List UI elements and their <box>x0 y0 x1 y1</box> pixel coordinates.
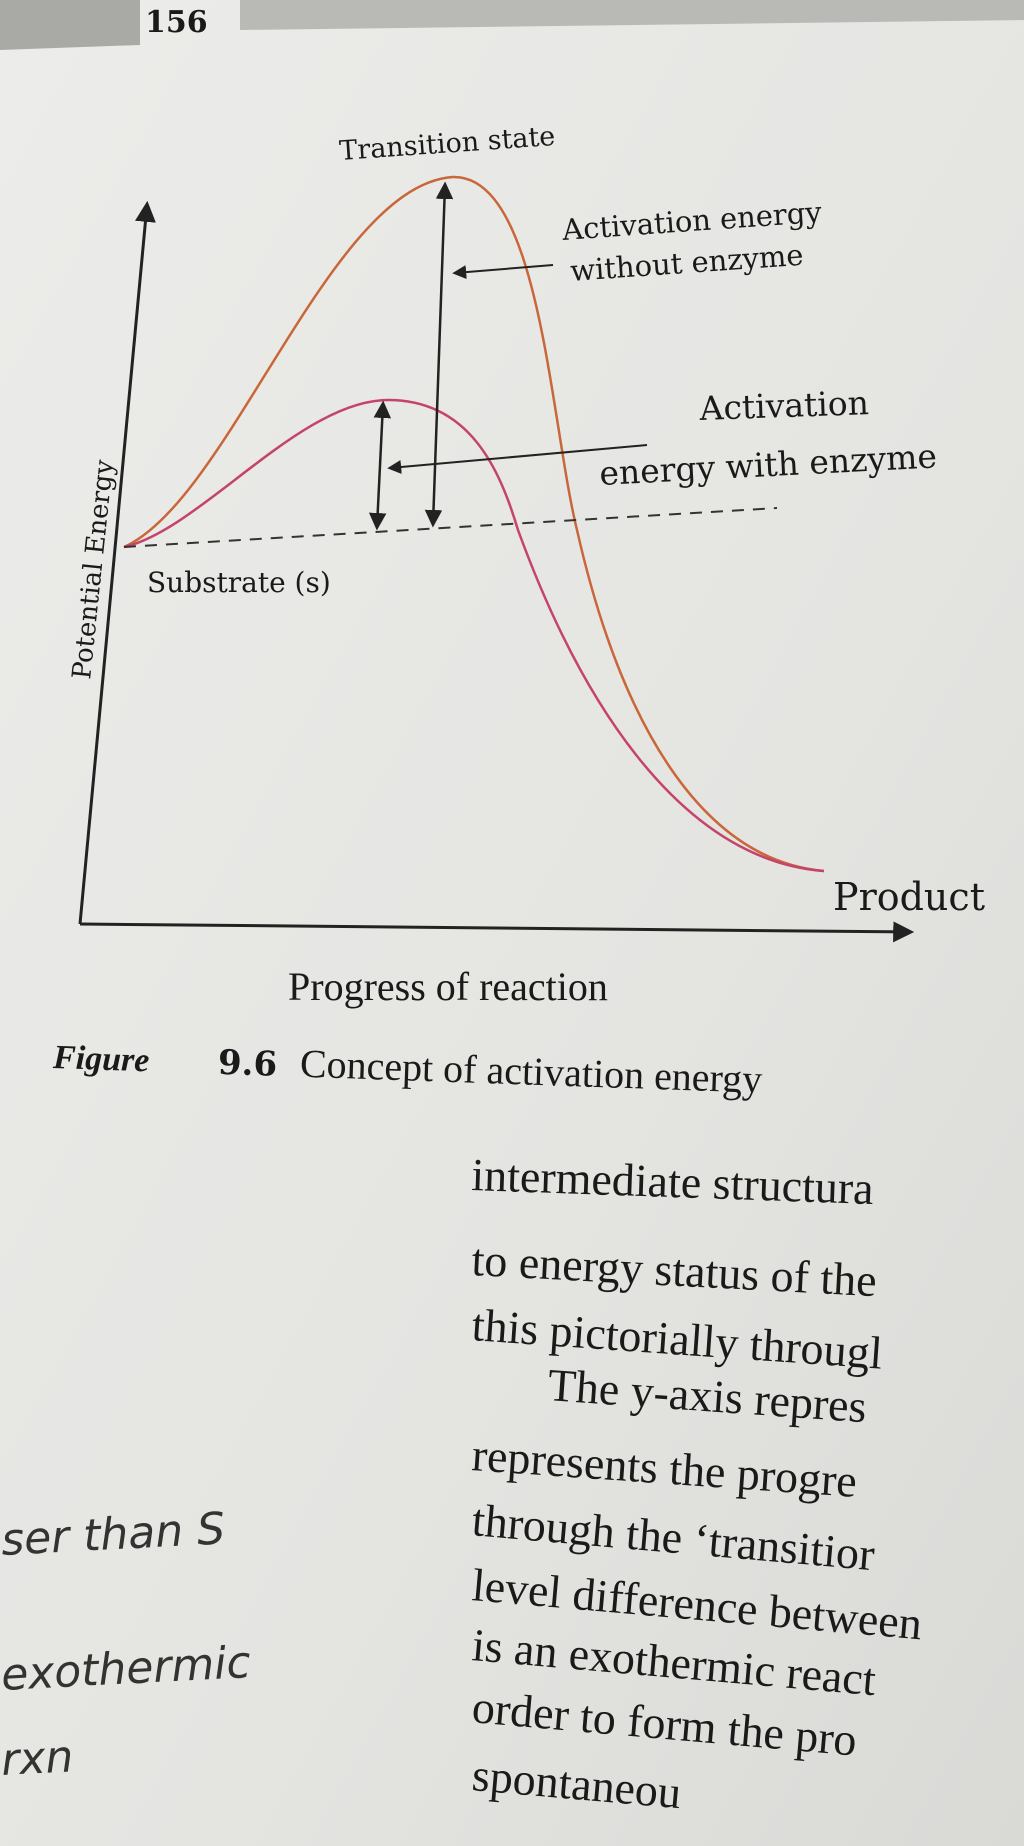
label-ea-with: Activation <box>698 383 870 428</box>
leader-line <box>387 444 648 474</box>
page-number: 156 <box>145 5 208 40</box>
arrow-ea-without <box>424 181 454 528</box>
caption-number: 9.6 <box>217 1043 278 1085</box>
label-substrate: Substrate (s) <box>147 566 331 599</box>
leader-line <box>452 264 554 280</box>
y-axis <box>78 200 156 925</box>
curve-without-enzyme <box>123 175 825 873</box>
x-axis-label: Progress of reaction <box>288 964 608 1009</box>
caption-label: Figure <box>51 1039 150 1079</box>
page-shadow <box>0 0 140 50</box>
handwritten-note: rxn <box>0 1731 74 1786</box>
label-product: Product <box>833 875 985 919</box>
x-axis <box>79 921 915 943</box>
curve-with-enzyme <box>123 398 825 873</box>
page-shadow <box>0 0 1024 30</box>
arrow-ea-with <box>368 400 392 531</box>
substrate-level <box>123 507 778 548</box>
handwritten-note: ser than S <box>0 1503 226 1566</box>
